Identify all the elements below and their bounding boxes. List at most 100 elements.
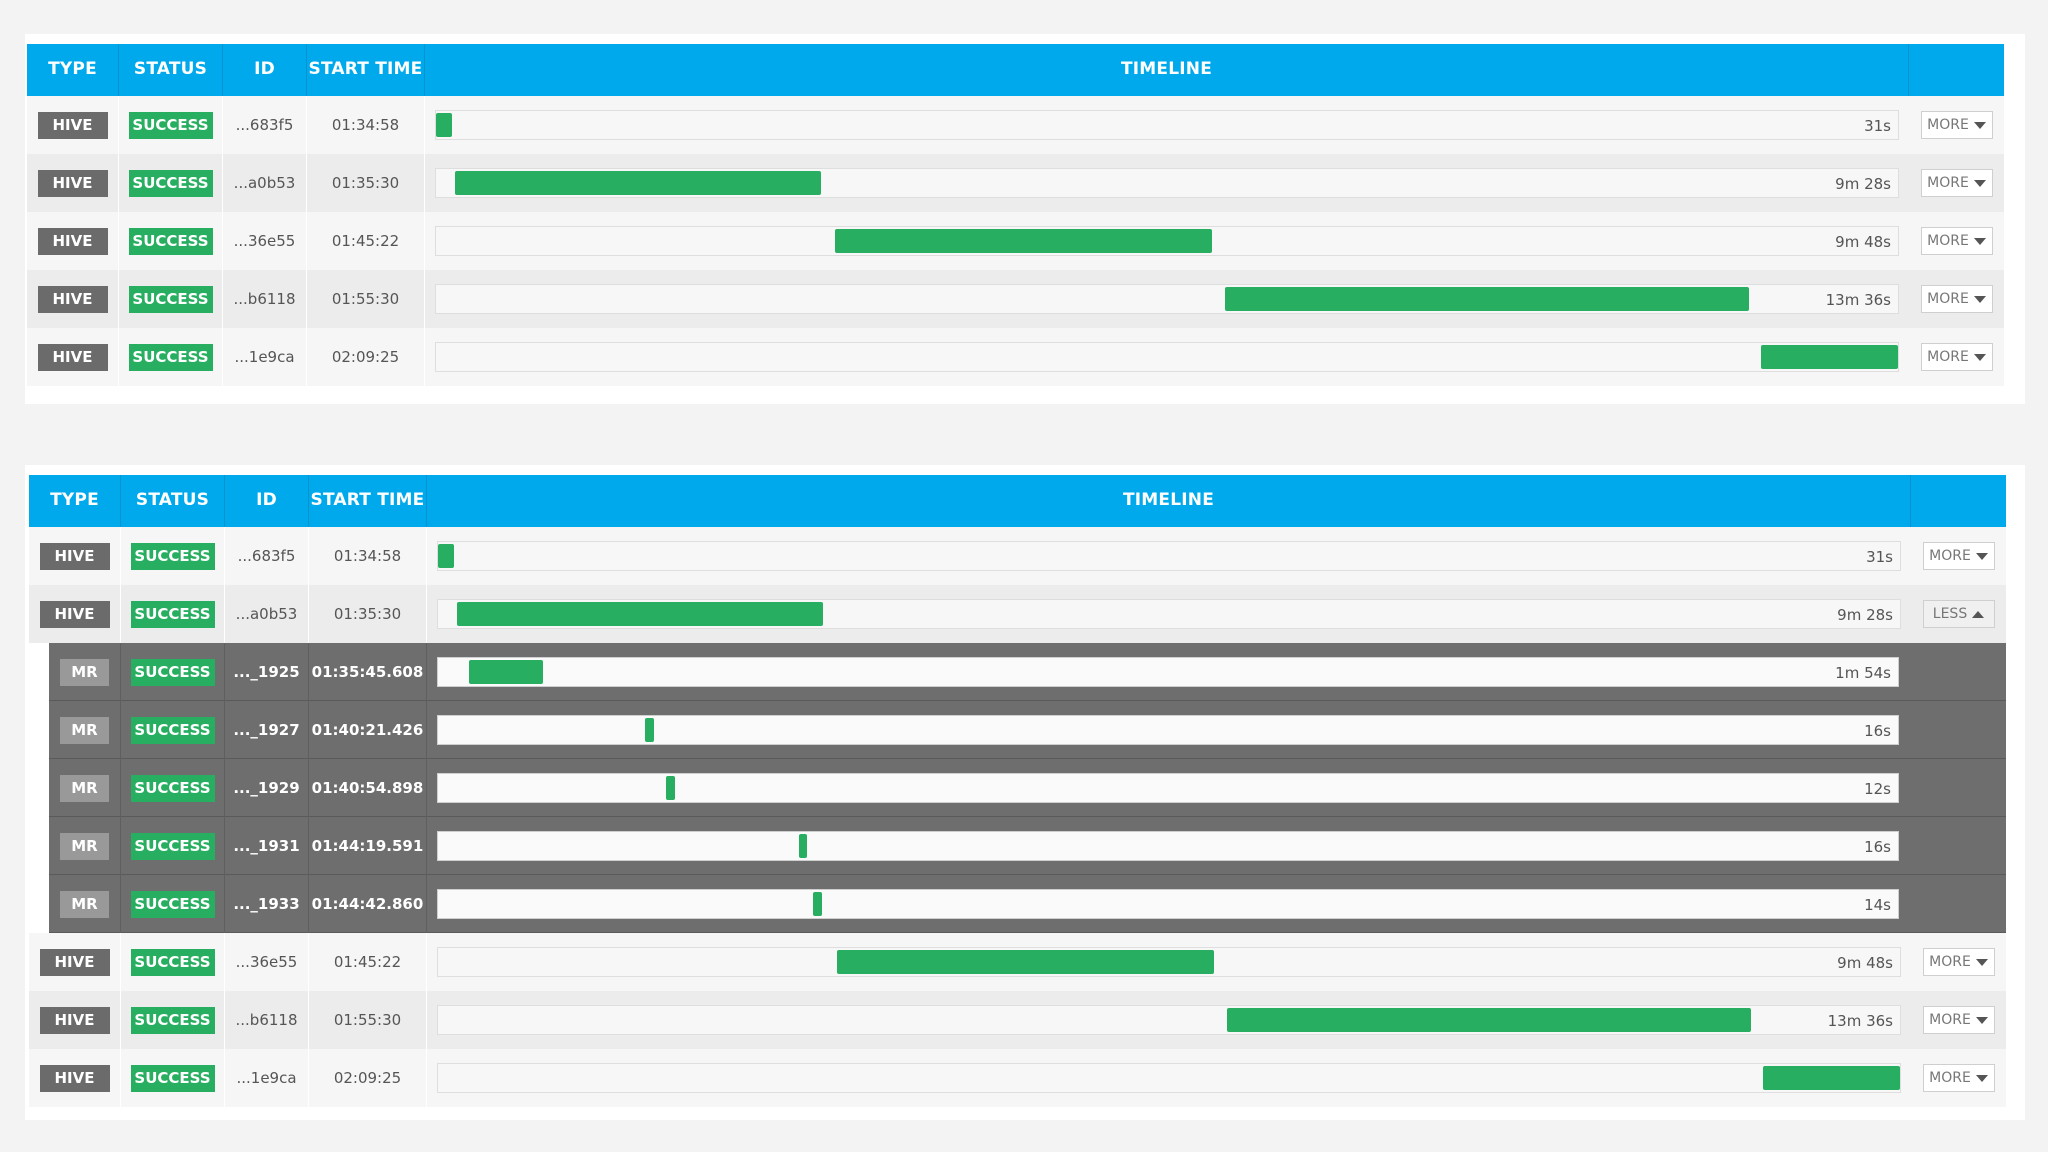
timeline-bar[interactable] (457, 602, 823, 626)
timeline-cell: 13m 36s (427, 991, 1911, 1049)
more-button[interactable]: MORE (1920, 227, 1993, 255)
timeline-bar[interactable] (835, 229, 1213, 253)
more-button[interactable]: MORE (1920, 343, 1993, 371)
more-button[interactable]: MORE (1922, 1064, 1995, 1092)
status-badge: SUCCESS (128, 285, 213, 313)
timeline-bar[interactable] (436, 113, 453, 137)
job-id: ...1e9ca (236, 1069, 297, 1087)
id-cell: ..._1927 (225, 701, 309, 759)
timeline-track: 31s (437, 541, 1901, 571)
start-time: 02:09:25 (331, 348, 400, 366)
job-id: ..._1929 (233, 779, 300, 797)
start-time-cell: 01:35:45.608 (309, 643, 427, 701)
status-cell: SUCCESS (121, 527, 225, 585)
header-actions (1911, 475, 2006, 527)
status-badge: SUCCESS (130, 1064, 215, 1092)
job-id: ...a0b53 (233, 174, 296, 192)
timeline-track (437, 1063, 1901, 1093)
job-row: HIVE SUCCESS ...683f5 01:34:58 31s MORE (27, 96, 2004, 154)
button-label: MORE (1929, 1070, 1971, 1086)
timeline-bar[interactable] (455, 171, 821, 195)
caret-up-icon (1972, 610, 1985, 618)
more-button[interactable]: MORE (1922, 948, 1995, 976)
status-cell: SUCCESS (121, 817, 225, 875)
action-cell (1909, 701, 2006, 758)
jobs-table-collapsed: TYPE STATUS ID START TIME TIMELINE HIVE S… (27, 44, 2004, 386)
more-button[interactable]: MORE (1920, 111, 1993, 139)
type-badge: HIVE (37, 227, 108, 255)
type-badge: HIVE (37, 111, 108, 139)
timeline-cell: 31s (427, 527, 1911, 585)
start-time: 01:35:30 (333, 605, 402, 623)
duration-label: 9m 48s (1837, 954, 1893, 972)
timeline-bar[interactable] (438, 544, 455, 568)
type-cell: MR (49, 643, 121, 701)
header-type: TYPE (27, 44, 119, 96)
duration-label: 9m 28s (1837, 606, 1893, 624)
action-cell: MORE (1911, 527, 2006, 585)
timeline-track: 13m 36s (435, 284, 1899, 314)
jobs-table-expanded: TYPE STATUS ID START TIME TIMELINE HIVE S… (29, 475, 2006, 1107)
job-row: HIVE SUCCESS ...36e55 01:45:22 9m 48s MORE (29, 933, 2006, 991)
timeline-bar[interactable] (1760, 345, 1898, 369)
header-id: ID (223, 44, 307, 96)
timeline-cell (427, 1049, 1911, 1107)
timeline-bar[interactable] (813, 892, 822, 916)
timeline-bar[interactable] (468, 660, 544, 684)
more-button[interactable]: MORE (1922, 1006, 1995, 1034)
header-timeline: TIMELINE (427, 475, 1911, 527)
type-cell: HIVE (29, 527, 121, 585)
id-cell: ..._1933 (225, 875, 309, 933)
timeline-bar[interactable] (1225, 287, 1749, 311)
less-button[interactable]: LESS (1922, 600, 1995, 628)
header-status: STATUS (121, 475, 225, 527)
timeline-track: 9m 48s (437, 947, 1901, 977)
id-cell: ..._1929 (225, 759, 309, 817)
timeline-track: 9m 48s (435, 226, 1899, 256)
caret-down-icon (1975, 552, 1988, 560)
type-badge: MR (60, 716, 109, 744)
job-id: ...36e55 (233, 232, 296, 250)
job-row: HIVE SUCCESS ...a0b53 01:35:30 9m 28s MORE (27, 154, 2004, 212)
timeline-track: 16s (437, 715, 1899, 745)
duration-label: 13m 36s (1827, 1012, 1893, 1030)
action-cell (1909, 759, 2006, 816)
timeline-bar[interactable] (798, 834, 808, 858)
timeline-cell: 9m 48s (425, 212, 1909, 270)
status-cell: SUCCESS (119, 270, 223, 328)
timeline-bar[interactable] (665, 776, 675, 800)
timeline-track: 12s (437, 773, 1899, 803)
type-cell: HIVE (27, 96, 119, 154)
timeline-bar[interactable] (1227, 1008, 1751, 1032)
duration-label: 14s (1864, 896, 1891, 914)
timeline-bar[interactable] (645, 718, 655, 742)
start-time: 01:45:22 (333, 953, 402, 971)
status-badge: SUCCESS (128, 169, 213, 197)
id-cell: ..._1925 (225, 643, 309, 701)
timeline-bar[interactable] (837, 950, 1215, 974)
caret-down-icon (1973, 121, 1986, 129)
job-id: ..._1931 (233, 837, 300, 855)
start-time: 01:55:30 (333, 1011, 402, 1029)
status-cell: SUCCESS (121, 759, 225, 817)
job-id: ...683f5 (235, 116, 294, 134)
mr-job-row: MR SUCCESS ..._1931 01:44:19.591 16s (49, 817, 2006, 875)
type-badge: HIVE (39, 542, 110, 570)
timeline-cell: 12s (427, 759, 1909, 817)
type-badge: HIVE (37, 169, 108, 197)
start-time-cell: 01:44:19.591 (309, 817, 427, 875)
action-cell (1909, 817, 2006, 874)
caret-down-icon (1973, 179, 1986, 187)
timeline-track: 31s (435, 110, 1899, 140)
more-button[interactable]: MORE (1920, 169, 1993, 197)
table-body: HIVE SUCCESS ...683f5 01:34:58 31s MORE HIVE SU… (29, 527, 2006, 1107)
table-header: TYPE STATUS ID START TIME TIMELINE (29, 475, 2006, 527)
id-cell: ...1e9ca (225, 1049, 309, 1107)
more-button[interactable]: MORE (1922, 542, 1995, 570)
more-button[interactable]: MORE (1920, 285, 1993, 313)
status-badge: SUCCESS (130, 542, 215, 570)
timeline-bar[interactable] (1762, 1066, 1900, 1090)
job-id: ...b6118 (233, 290, 296, 308)
button-label: MORE (1927, 349, 1969, 365)
type-cell: HIVE (29, 933, 121, 991)
